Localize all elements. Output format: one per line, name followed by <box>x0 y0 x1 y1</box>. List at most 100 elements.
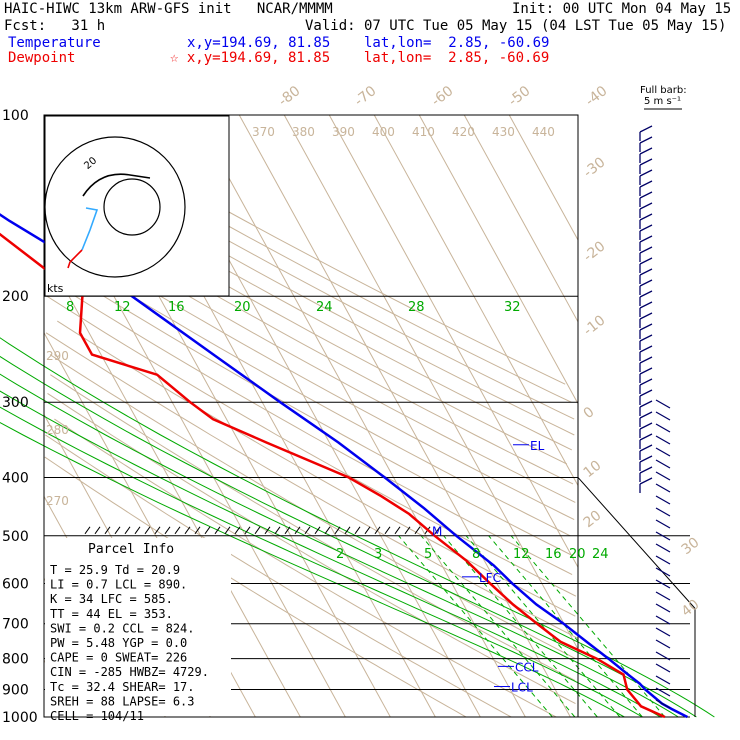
wind-barb <box>639 224 653 232</box>
parcel-info-row: T = 25.9 Td = 20.9 <box>50 563 180 577</box>
theta-label: 270 <box>46 494 69 508</box>
dry-adiabat-line <box>44 456 467 718</box>
wind-barb <box>655 663 671 673</box>
parcel-info-row: K = 34 LFC = 585. <box>50 592 173 606</box>
hodograph-trace-surface <box>67 249 83 269</box>
level-marker-m: M <box>432 524 442 538</box>
wind-barb <box>655 495 671 505</box>
isotherm-label: 40 <box>679 597 703 621</box>
wind-barb <box>639 411 653 419</box>
hodograph-units: kts <box>47 282 64 295</box>
wind-barb <box>639 191 653 199</box>
mixing-ratio-label: 20 <box>569 547 586 562</box>
hatch-mark <box>344 526 351 535</box>
dry-adiabat-line <box>53 282 573 576</box>
hatch-mark <box>224 526 231 535</box>
mixing-ratio-label: 5 <box>424 547 432 562</box>
barb-legend-units: 5 m s⁻¹ <box>644 96 681 107</box>
wind-barb <box>655 459 671 469</box>
isotherm-label: -50 <box>506 83 534 110</box>
wind-barb <box>655 651 671 661</box>
hatch-mark <box>144 526 151 535</box>
theta-label: 280 <box>46 423 69 437</box>
theta-label: 440 <box>532 125 555 139</box>
pressure-label: 700 <box>2 617 29 633</box>
wind-barb <box>639 180 653 188</box>
wind-barb <box>655 531 671 541</box>
isotherm-label: 0 <box>581 404 598 422</box>
temperature-location: x,y=194.69, 81.85 lat,lon= 2.85, -60.69 <box>187 35 550 51</box>
theta-label: 380 <box>292 125 315 139</box>
hatch-mark <box>244 526 251 535</box>
moist-adiabat-label: 24 <box>316 300 333 315</box>
wind-barb <box>655 639 671 649</box>
isotherm-label: -70 <box>352 83 380 110</box>
mixing-ratio-label: 2 <box>336 547 344 562</box>
isotherm-label: 20 <box>581 508 605 532</box>
forecast-hour: Fcst: 31 h <box>4 18 106 34</box>
dewpoint-location: ☆ x,y=194.69, 81.85 lat,lon= 2.85, -60.6… <box>170 50 550 66</box>
wind-barb <box>639 455 653 463</box>
isotherm-label: -80 <box>276 83 304 110</box>
mixing-ratio-line <box>443 535 598 718</box>
level-label: LCL <box>511 681 533 695</box>
hatch-mark <box>204 526 211 535</box>
wind-barb <box>639 378 653 386</box>
wind-barb <box>655 567 671 577</box>
wind-barb <box>655 591 671 601</box>
wind-barb <box>655 627 671 637</box>
wind-barb <box>639 279 653 287</box>
wind-barb <box>639 257 653 265</box>
hatch-mark <box>334 526 341 535</box>
wind-barb <box>655 399 671 409</box>
isotherm-line <box>418 114 579 404</box>
wind-barb <box>639 356 653 364</box>
wind-barb <box>639 323 653 331</box>
mixing-ratio-label: 3 <box>374 547 382 562</box>
init-time: Init: 00 UTC Mon 04 May 15 <box>512 1 732 17</box>
theta-label: 410 <box>412 125 435 139</box>
parcel-info-title: Parcel Info <box>88 542 174 557</box>
mixing-ratio-line <box>465 535 621 718</box>
hatch-mark <box>94 526 101 535</box>
hodograph-trace <box>82 173 151 197</box>
wind-barb <box>639 147 653 155</box>
moist-adiabat-label: 28 <box>408 300 425 315</box>
dry-adiabat-line <box>62 253 571 537</box>
hatch-mark <box>104 526 111 535</box>
hatch-mark <box>134 526 141 535</box>
level-label: CCL <box>515 660 539 674</box>
parcel-info-row: CELL = 104/11 <box>50 709 144 723</box>
level-label: LFC <box>479 571 501 585</box>
pressure-label: 300 <box>2 395 29 411</box>
hatch-mark <box>124 526 131 535</box>
wind-barb <box>639 400 653 408</box>
pressure-label: 200 <box>2 289 29 305</box>
wind-barb <box>655 699 671 709</box>
wind-barb <box>639 433 653 441</box>
wind-barb <box>639 422 653 430</box>
hatch-mark <box>234 526 241 535</box>
dry-adiabat-line <box>63 237 575 521</box>
isotherm-label: -20 <box>581 238 609 265</box>
theta-label: 390 <box>332 125 355 139</box>
valid-time: Valid: 07 UTC Tue 05 May 15 (04 LST Tue … <box>305 18 727 34</box>
theta-label: 370 <box>252 125 275 139</box>
parcel-info-box <box>45 538 231 716</box>
wind-barb <box>655 543 671 553</box>
wind-barb <box>655 447 671 457</box>
plot-frame <box>43 114 579 718</box>
hatch-mark <box>284 526 291 535</box>
hatch-mark <box>164 526 171 535</box>
parcel-info-row: CAPE = 0 SWEAT= 226 <box>50 651 187 665</box>
hatch-mark <box>254 526 261 535</box>
hatch-mark <box>364 526 371 535</box>
mixing-ratio-line <box>398 535 553 718</box>
temperature-legend: Temperature <box>8 35 101 51</box>
level-label: EL <box>530 439 545 453</box>
barb-legend-title: Full barb: <box>640 85 687 96</box>
wind-barb <box>639 202 653 210</box>
hatch-mark <box>374 526 381 535</box>
parcel-info-row: PW = 5.48 YGP = 0.0 <box>50 636 187 650</box>
